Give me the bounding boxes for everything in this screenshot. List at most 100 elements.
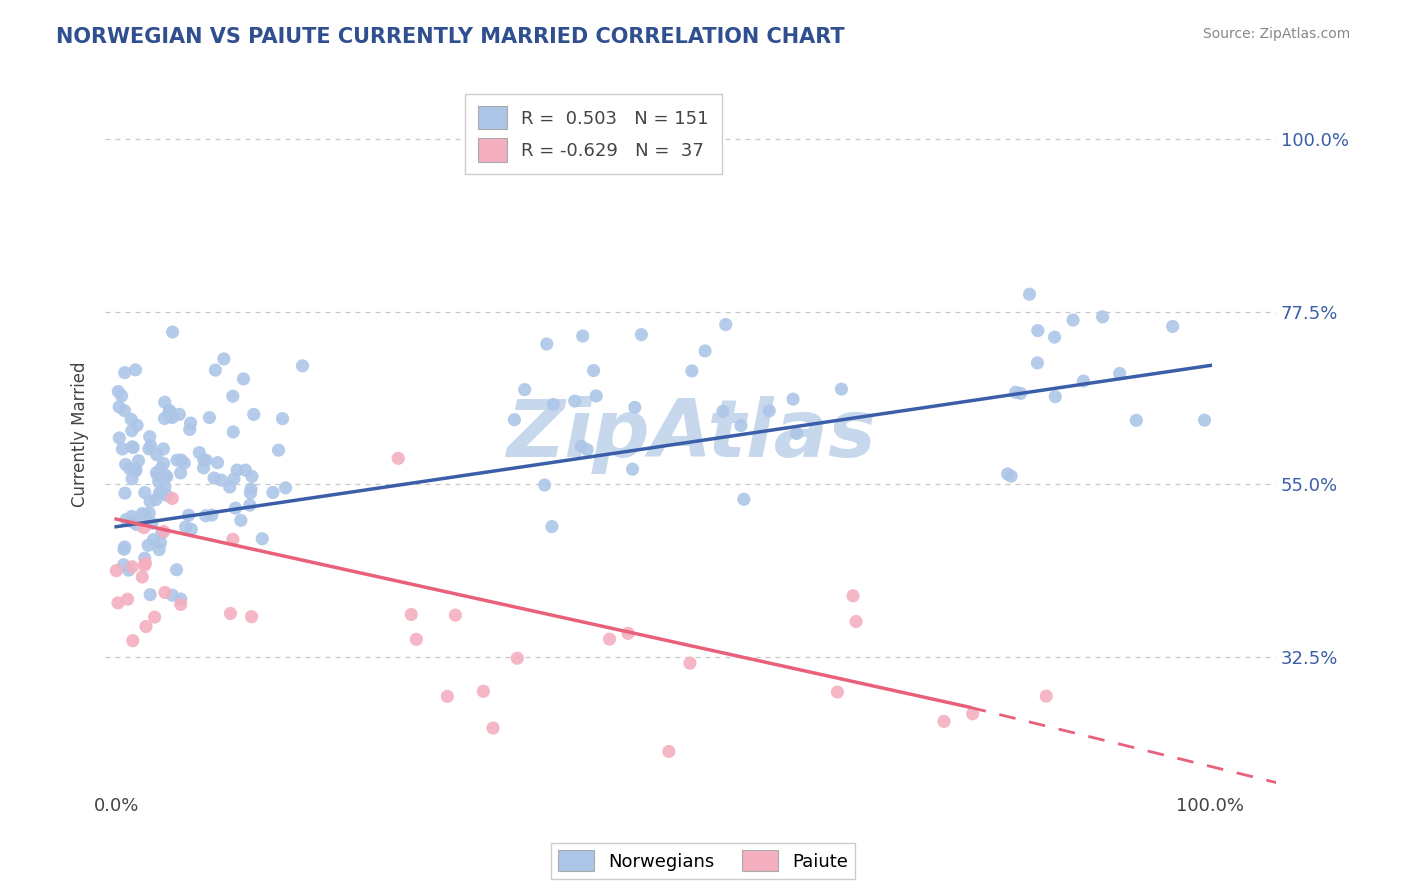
Point [1194,413,1216,427]
Point [157,405,180,419]
Point [121,424,143,438]
Point [932,714,955,729]
Point [621,462,644,476]
Point [134,508,156,522]
Point [114,486,136,500]
Point [239,498,262,512]
Point [733,492,755,507]
Point [235,463,257,477]
Point [153,395,176,409]
Point [830,382,852,396]
Point [240,609,263,624]
Point [148,542,170,557]
Point [250,532,273,546]
Point [222,472,245,486]
Point [132,521,155,535]
Point [125,517,148,532]
Point [218,480,240,494]
Point [149,535,172,549]
Point [188,445,211,459]
Point [125,418,148,433]
Point [714,318,737,332]
Point [222,389,245,403]
Point [207,456,229,470]
Point [179,422,201,436]
Point [405,632,427,647]
Point [138,430,160,444]
Point [193,460,215,475]
Point [730,418,752,433]
Point [118,462,141,476]
Point [121,633,143,648]
Point [134,558,156,573]
Point [1026,324,1049,338]
Point [145,448,167,462]
Point [1004,385,1026,400]
Legend: R =  0.503   N = 151, R = -0.629   N =  37: R = 0.503 N = 151, R = -0.629 N = 37 [465,94,721,174]
Point [115,512,138,526]
Point [630,327,652,342]
Point [114,403,136,417]
Point [963,800,986,814]
Point [503,413,526,427]
Point [444,608,467,623]
Point [139,588,162,602]
Point [170,453,193,467]
Point [222,425,245,439]
Point [134,551,156,566]
Point [962,706,984,721]
Point [111,442,134,456]
Point [1043,330,1066,344]
Point [219,607,242,621]
Point [159,403,181,417]
Point [143,610,166,624]
Point [212,351,235,366]
Point [128,453,150,467]
Point [482,721,505,735]
Point [1000,469,1022,483]
Point [136,538,159,552]
Point [541,519,564,533]
Point [153,480,176,494]
Point [152,457,174,471]
Point [271,411,294,425]
Point [162,491,184,506]
Point [1010,386,1032,401]
Point [576,442,599,457]
Point [114,458,136,472]
Point [1161,319,1184,334]
Point [134,485,156,500]
Point [112,558,135,572]
Point [1026,356,1049,370]
Point [194,508,217,523]
Point [436,690,458,704]
Point [195,453,218,467]
Point [198,410,221,425]
Point [758,404,780,418]
Point [135,619,157,633]
Point [107,384,129,399]
Point [827,685,849,699]
Point [193,453,215,467]
Point [1062,313,1084,327]
Point [153,411,176,425]
Point [131,570,153,584]
Point [152,524,174,539]
Point [679,656,702,670]
Point [153,585,176,599]
Point [1035,689,1057,703]
Point [291,359,314,373]
Text: NORWEGIAN VS PAIUTE CURRENTLY MARRIED CORRELATION CHART: NORWEGIAN VS PAIUTE CURRENTLY MARRIED CO… [56,27,845,46]
Point [387,451,409,466]
Point [170,592,193,607]
Point [150,483,173,498]
Point [145,466,167,480]
Point [180,416,202,430]
Point [239,486,262,500]
Point [472,684,495,698]
Point [142,533,165,547]
Point [148,475,170,489]
Point [141,516,163,531]
Point [582,363,605,377]
Point [139,439,162,453]
